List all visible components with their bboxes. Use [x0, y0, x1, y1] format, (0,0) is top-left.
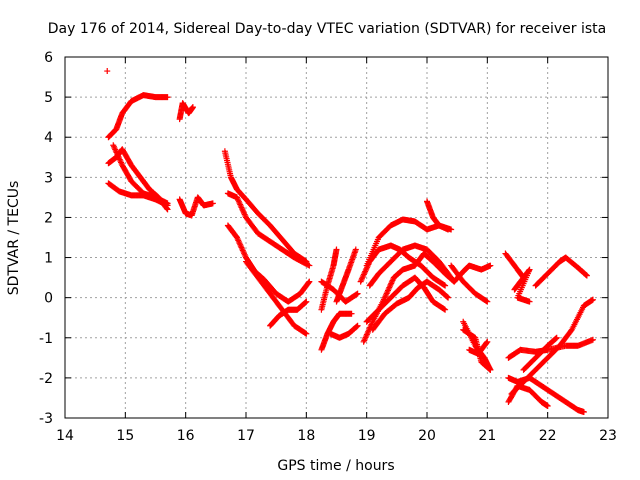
data-point	[333, 246, 340, 253]
data-point	[352, 246, 359, 253]
x-tick-label: 22	[539, 428, 557, 444]
data-point	[305, 279, 312, 286]
data-points	[104, 68, 596, 415]
data-point	[348, 310, 355, 317]
data-point	[442, 306, 449, 313]
x-tick-label: 18	[297, 428, 315, 444]
x-tick-labels: 14 15 16 17 18 19 20 21 22 23	[56, 428, 617, 444]
data-point	[354, 322, 361, 329]
ticks	[64, 56, 609, 419]
data-point	[164, 94, 171, 101]
data-point	[544, 402, 551, 409]
data-point	[484, 338, 491, 345]
data-point	[306, 278, 313, 285]
data-point	[104, 68, 111, 75]
x-tick-label: 14	[56, 428, 74, 444]
y-tick-label: 5	[44, 90, 53, 106]
data-point	[448, 274, 455, 281]
y-tick-label: 4	[44, 130, 53, 146]
data-point	[487, 366, 494, 373]
data-point	[303, 330, 310, 337]
x-tick-label: 23	[599, 428, 617, 444]
data-point	[164, 200, 171, 207]
y-tick-label: 6	[44, 50, 53, 66]
data-point	[583, 272, 590, 279]
y-tick-label: -3	[39, 411, 53, 427]
y-tick-label: 1	[44, 251, 53, 267]
y-tick-labels: -3 -2 -1 0 1 2 3 4 5 6	[39, 50, 53, 427]
data-point	[447, 273, 454, 280]
y-tick-label: 3	[44, 170, 53, 186]
y-tick-label: 2	[44, 210, 53, 226]
data-point	[553, 334, 560, 341]
data-point	[445, 294, 452, 301]
data-point	[303, 298, 310, 305]
y-tick-label: 0	[44, 291, 53, 307]
x-tick-label: 21	[478, 428, 496, 444]
x-tick-label: 15	[116, 428, 134, 444]
data-point	[487, 262, 494, 269]
data-point	[306, 262, 313, 269]
x-tick-label: 20	[418, 428, 436, 444]
x-axis-label: GPS time / hours	[277, 458, 394, 474]
x-tick-label: 17	[237, 428, 255, 444]
x-tick-label: 19	[358, 428, 376, 444]
data-point	[484, 298, 491, 305]
data-point	[589, 336, 596, 343]
y-tick-label: -2	[39, 371, 53, 387]
data-point	[189, 104, 196, 111]
data-point	[442, 282, 449, 289]
data-point	[354, 290, 361, 297]
y-axis-label: SDTVAR / TECUs	[6, 181, 22, 296]
data-point	[483, 339, 490, 346]
data-point	[589, 296, 596, 303]
data-point	[580, 408, 587, 415]
data-point	[209, 200, 216, 207]
chart-title: Day 176 of 2014, Sidereal Day-to-day VTE…	[48, 21, 606, 37]
x-tick-label: 16	[177, 428, 195, 444]
plot-frame	[64, 56, 609, 419]
data-point	[445, 226, 452, 233]
data-point	[526, 298, 533, 305]
y-tick-label: -1	[39, 331, 53, 347]
